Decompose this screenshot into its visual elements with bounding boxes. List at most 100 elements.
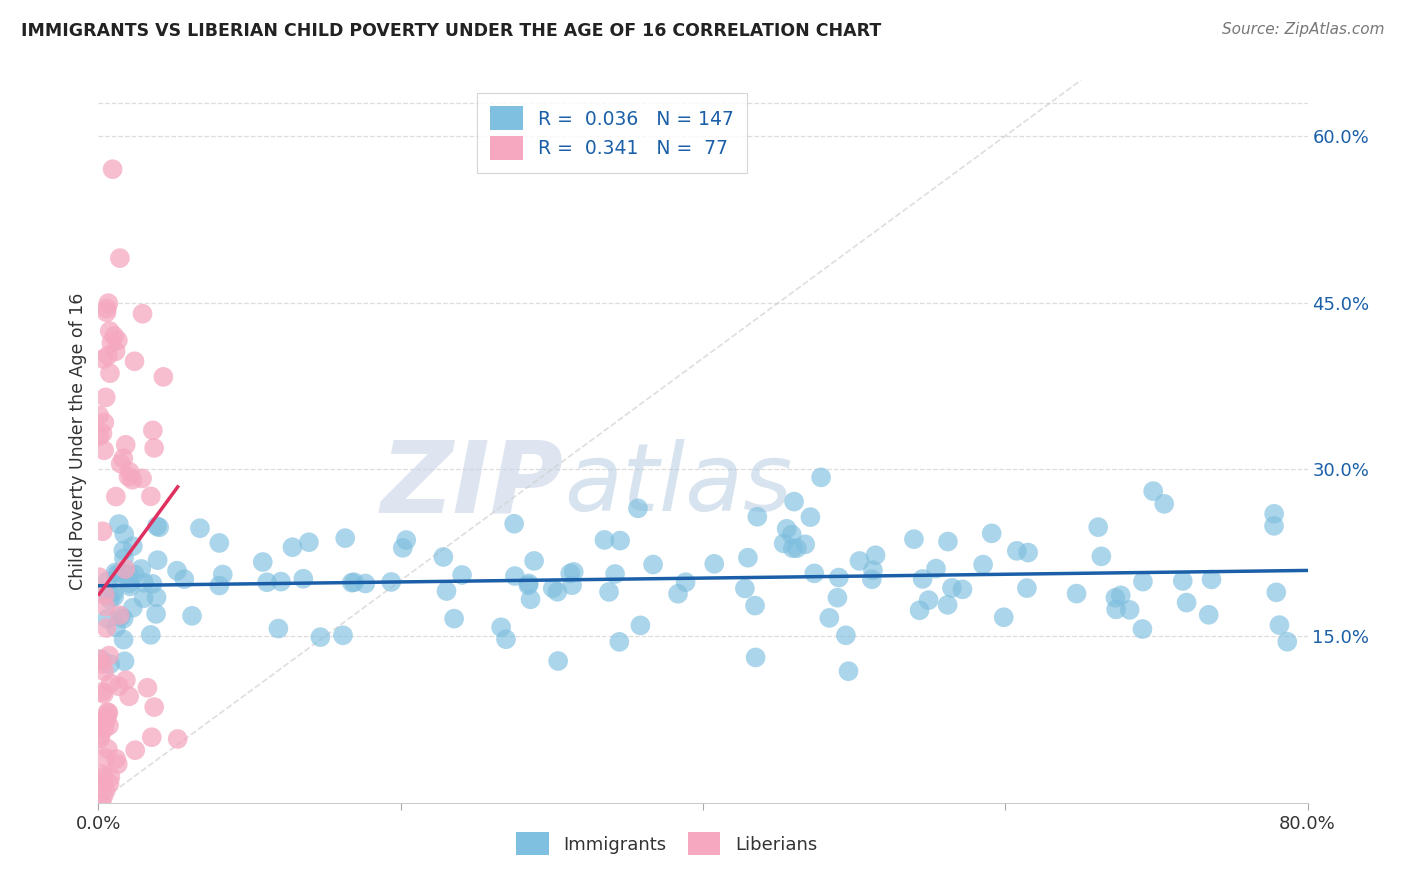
Point	[166, 564, 188, 578]
Point	[1153, 497, 1175, 511]
Point	[862, 563, 884, 577]
Point	[1066, 586, 1088, 600]
Point	[91, 657, 114, 671]
Point	[391, 541, 413, 555]
Point	[936, 534, 959, 549]
Point	[96, 621, 118, 635]
Point	[827, 591, 849, 605]
Point	[1132, 622, 1154, 636]
Point	[91, 789, 114, 804]
Point	[89, 409, 111, 423]
Point	[89, 652, 111, 666]
Point	[562, 565, 585, 579]
Point	[112, 543, 135, 558]
Point	[523, 554, 546, 568]
Legend: Immigrants, Liberians: Immigrants, Liberians	[505, 822, 828, 866]
Point	[343, 575, 366, 590]
Point	[118, 465, 141, 479]
Point	[89, 731, 111, 746]
Point	[1142, 484, 1164, 499]
Point	[747, 509, 769, 524]
Point	[101, 162, 124, 177]
Point	[1015, 581, 1038, 595]
Point	[519, 592, 541, 607]
Point	[104, 344, 127, 359]
Point	[794, 537, 817, 551]
Point	[105, 752, 128, 766]
Point	[1198, 607, 1220, 622]
Point	[1087, 520, 1109, 534]
Point	[118, 690, 141, 704]
Point	[136, 681, 159, 695]
Point	[546, 584, 568, 599]
Point	[775, 522, 797, 536]
Point	[782, 541, 804, 556]
Point	[335, 531, 357, 545]
Point	[309, 630, 332, 644]
Point	[152, 369, 174, 384]
Point	[252, 555, 274, 569]
Point	[146, 519, 169, 533]
Point	[93, 416, 115, 430]
Point	[96, 710, 118, 724]
Point	[124, 354, 146, 368]
Point	[517, 576, 540, 591]
Point	[117, 567, 139, 582]
Point	[117, 469, 139, 483]
Point	[93, 687, 115, 701]
Point	[1118, 603, 1140, 617]
Point	[281, 540, 304, 554]
Point	[603, 566, 626, 581]
Point	[436, 584, 458, 599]
Point	[112, 451, 135, 466]
Point	[1090, 549, 1112, 564]
Point	[100, 676, 122, 690]
Point	[94, 751, 117, 765]
Point	[395, 533, 418, 547]
Point	[121, 600, 143, 615]
Point	[208, 578, 231, 592]
Point	[90, 796, 112, 810]
Point	[148, 520, 170, 534]
Point	[810, 470, 832, 484]
Point	[107, 757, 129, 772]
Point	[917, 593, 939, 607]
Point	[744, 650, 766, 665]
Point	[1263, 519, 1285, 533]
Point	[118, 579, 141, 593]
Point	[94, 713, 117, 727]
Point	[91, 426, 114, 441]
Text: atlas: atlas	[564, 440, 792, 531]
Point	[1005, 544, 1028, 558]
Point	[112, 611, 135, 625]
Point	[911, 572, 934, 586]
Point	[1017, 545, 1039, 559]
Point	[734, 582, 756, 596]
Point	[267, 622, 290, 636]
Point	[108, 608, 131, 623]
Point	[628, 618, 651, 632]
Point	[107, 567, 129, 582]
Point	[94, 599, 117, 614]
Point	[1104, 591, 1126, 605]
Point	[89, 429, 111, 443]
Point	[132, 591, 155, 606]
Point	[1265, 585, 1288, 599]
Point	[1175, 596, 1198, 610]
Point	[91, 586, 114, 600]
Point	[298, 535, 321, 549]
Point	[143, 700, 166, 714]
Point	[90, 652, 112, 666]
Point	[105, 620, 128, 634]
Point	[744, 599, 766, 613]
Point	[451, 568, 474, 582]
Point	[848, 554, 870, 568]
Point	[828, 570, 851, 584]
Point	[865, 548, 887, 562]
Point	[129, 562, 152, 576]
Point	[96, 301, 118, 316]
Point	[89, 721, 111, 735]
Point	[980, 526, 1002, 541]
Point	[107, 334, 129, 348]
Point	[110, 609, 132, 624]
